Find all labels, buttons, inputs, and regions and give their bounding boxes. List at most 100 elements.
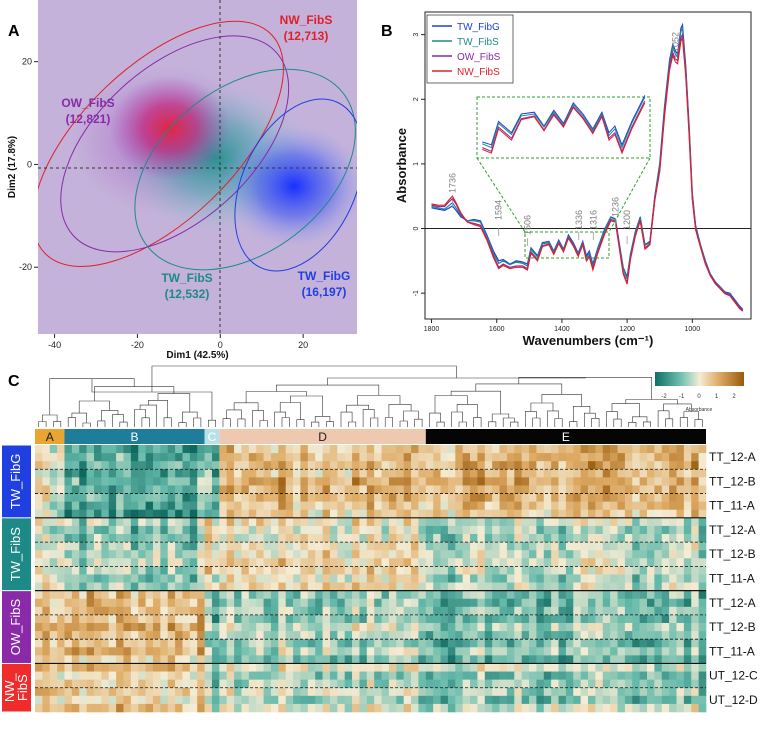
heatmap-cell <box>293 655 301 664</box>
heatmap-cell <box>477 598 486 608</box>
heatmap-cell <box>470 461 478 470</box>
heatmap-cell <box>521 485 530 494</box>
heatmap-cell <box>79 517 87 527</box>
x-tick-label: -40 <box>48 340 61 350</box>
heatmap-cell <box>145 598 154 608</box>
heatmap-cell <box>403 695 412 705</box>
heatmap-cell <box>241 671 250 680</box>
heatmap-cell <box>307 445 316 454</box>
heatmap-cell <box>211 453 220 462</box>
heatmap-cell <box>359 655 368 664</box>
heatmap-cell <box>71 566 80 575</box>
heatmap-cell <box>632 614 640 624</box>
heatmap-cell <box>175 663 183 672</box>
heatmap-cell <box>366 606 375 616</box>
heatmap-cell <box>617 453 626 462</box>
heatmap-cell <box>79 469 87 478</box>
heatmap-cell <box>57 509 65 519</box>
heatmap-cell <box>661 534 670 543</box>
heatmap-cell <box>366 461 375 470</box>
heatmap-cell <box>691 445 699 454</box>
heatmap-cell <box>433 631 441 640</box>
heatmap-cell <box>116 453 124 462</box>
heatmap-cell <box>698 534 707 543</box>
heatmap-cell <box>595 558 604 567</box>
heatmap-cell <box>352 469 360 478</box>
heatmap-cell <box>374 582 382 591</box>
heatmap-cell <box>396 703 404 713</box>
heatmap-cell <box>293 574 301 583</box>
heatmap-cell <box>79 647 87 656</box>
heatmap-cell <box>374 598 382 608</box>
heatmap-cell <box>573 485 581 494</box>
heatmap-cell <box>425 469 434 478</box>
heatmap-cell <box>64 598 73 608</box>
heatmap-cell <box>580 614 589 624</box>
heatmap-cell <box>226 647 235 656</box>
heatmap-cell <box>381 639 390 648</box>
heatmap-cell <box>425 534 434 543</box>
heatmap-cell <box>108 582 117 591</box>
heatmap-cell <box>71 477 80 486</box>
heatmap-cell <box>492 582 500 591</box>
heatmap-cell <box>602 477 611 486</box>
heatmap-cell <box>337 639 345 648</box>
heatmap-cell <box>116 461 124 470</box>
heatmap-cell <box>278 639 286 648</box>
heatmap-cell <box>359 623 368 632</box>
heatmap-cell <box>329 695 338 705</box>
heatmap-cell <box>307 485 316 494</box>
heatmap-cell <box>270 550 279 559</box>
heatmap-cell <box>352 695 360 705</box>
heatmap-cell <box>470 509 478 519</box>
dendrogram-branch <box>157 393 191 413</box>
heatmap-cell <box>160 647 169 656</box>
heatmap-cell <box>93 558 102 567</box>
heatmap-cell <box>676 550 685 559</box>
heatmap-cell <box>676 687 685 697</box>
heatmap-cell <box>138 695 146 705</box>
heatmap-cell <box>86 687 95 697</box>
heatmap-cell <box>492 485 500 494</box>
heatmap-cell <box>639 509 648 519</box>
heatmap-cell <box>366 647 375 656</box>
heatmap-cell <box>455 558 463 567</box>
heatmap-cell <box>595 679 604 689</box>
heatmap-cell <box>300 623 309 632</box>
heatmap-cell <box>285 574 294 583</box>
heatmap-cell <box>558 493 567 502</box>
heatmap-cell <box>130 501 139 511</box>
heatmap-cell <box>580 703 589 713</box>
heatmap-cell <box>152 542 161 551</box>
heatmap-cell <box>602 453 611 462</box>
heatmap-cell <box>322 501 331 511</box>
heatmap-cell <box>167 639 176 648</box>
heatmap-cell <box>42 574 51 583</box>
heatmap-cell <box>167 695 176 705</box>
heatmap-cell <box>529 695 537 705</box>
heatmap-cell <box>425 542 434 551</box>
heatmap-cell <box>145 517 154 527</box>
heatmap-cell <box>64 639 73 648</box>
heatmap-cell <box>49 606 58 616</box>
heatmap-cell <box>182 639 191 648</box>
heatmap-cell <box>329 671 338 680</box>
heatmap-cell <box>35 679 43 689</box>
heatmap-cell <box>337 558 345 567</box>
heatmap-cell <box>86 679 95 689</box>
heatmap-cell <box>307 590 316 600</box>
heatmap-cell <box>160 703 169 713</box>
heatmap-cell <box>610 574 618 583</box>
heatmap-cell <box>344 671 353 680</box>
heatmap-cell <box>691 550 699 559</box>
heatmap-cell <box>130 655 139 664</box>
dendrogram-branch <box>193 417 202 427</box>
heatmap-cell <box>219 477 228 486</box>
heatmap-cell <box>610 647 618 656</box>
heatmap-cell <box>337 679 345 689</box>
heatmap-cell <box>624 525 633 535</box>
heatmap-cell <box>588 469 596 478</box>
dendrogram-branch <box>119 421 128 427</box>
heatmap-cell <box>79 445 87 454</box>
